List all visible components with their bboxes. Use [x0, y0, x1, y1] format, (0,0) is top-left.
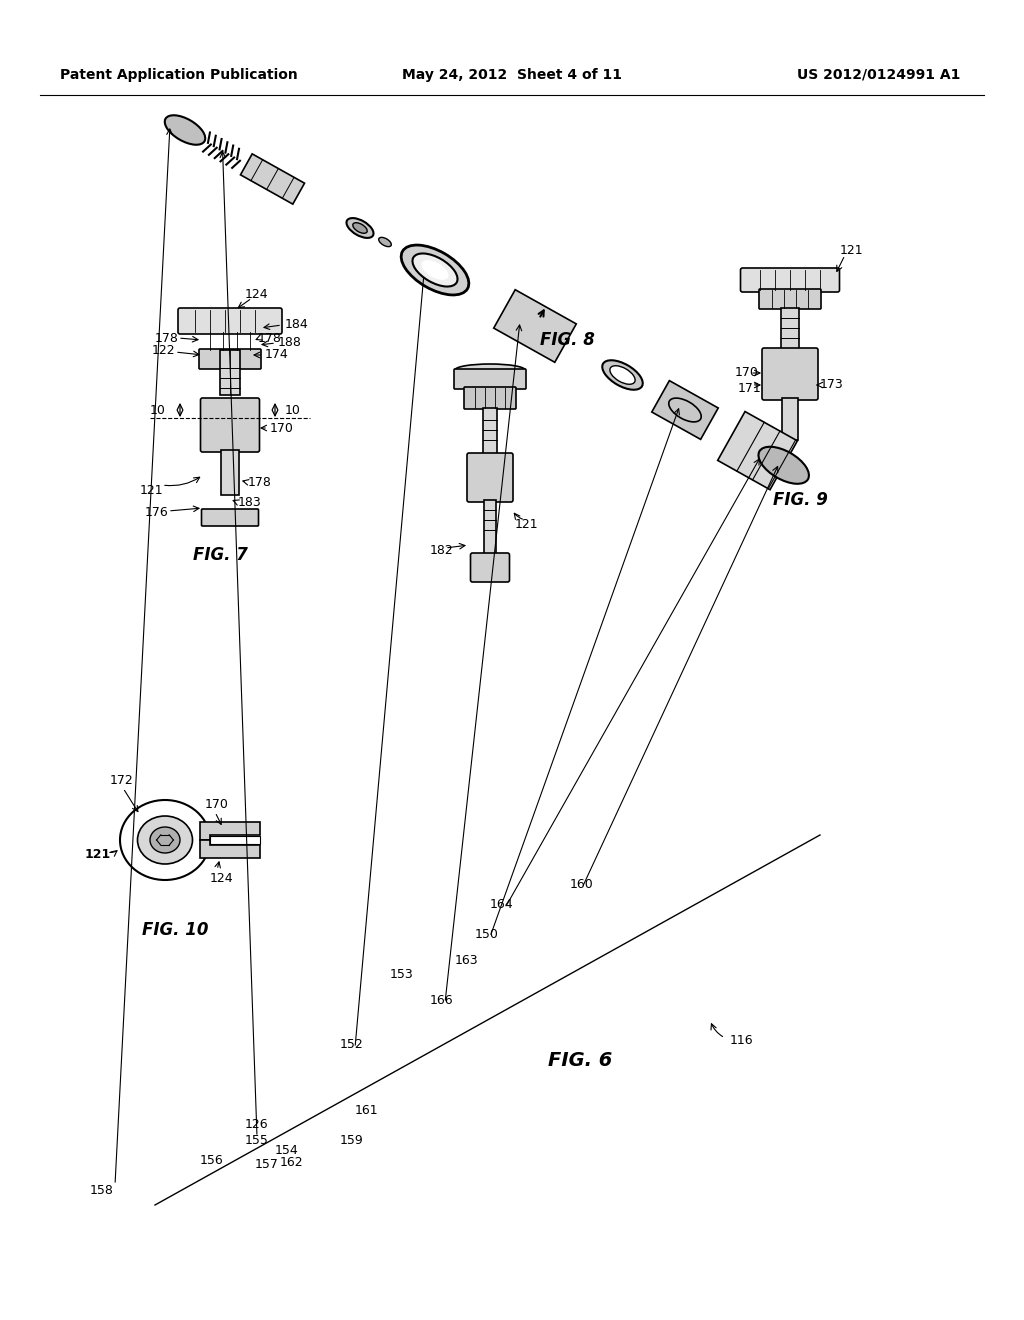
Ellipse shape — [759, 446, 809, 484]
Bar — [221, 450, 239, 495]
Text: 152: 152 — [340, 1039, 364, 1052]
Text: 176: 176 — [145, 507, 169, 520]
Polygon shape — [200, 822, 260, 840]
FancyBboxPatch shape — [202, 510, 258, 525]
Text: 170: 170 — [735, 367, 759, 380]
Text: 121: 121 — [840, 243, 863, 256]
Ellipse shape — [422, 260, 449, 280]
Text: 171: 171 — [738, 381, 762, 395]
FancyBboxPatch shape — [178, 308, 282, 334]
Text: 153: 153 — [390, 969, 414, 982]
FancyBboxPatch shape — [470, 553, 510, 582]
Text: 170: 170 — [270, 421, 294, 434]
Text: 156: 156 — [200, 1154, 224, 1167]
Bar — [781, 308, 799, 350]
Bar — [210, 836, 260, 843]
Text: 183: 183 — [238, 496, 262, 510]
Polygon shape — [494, 289, 577, 362]
Ellipse shape — [165, 115, 205, 145]
Ellipse shape — [137, 816, 193, 865]
Text: 124: 124 — [210, 871, 233, 884]
Ellipse shape — [413, 253, 458, 286]
FancyBboxPatch shape — [740, 268, 840, 292]
Text: 182: 182 — [430, 544, 454, 557]
Text: 126: 126 — [245, 1118, 268, 1131]
FancyBboxPatch shape — [454, 370, 526, 389]
Text: FIG. 8: FIG. 8 — [540, 331, 595, 348]
Text: 121: 121 — [515, 519, 539, 532]
Text: 173: 173 — [820, 379, 844, 392]
Text: 166: 166 — [430, 994, 454, 1006]
Text: 116: 116 — [730, 1034, 754, 1047]
Ellipse shape — [610, 366, 635, 384]
Bar — [484, 500, 496, 554]
Text: 163: 163 — [455, 953, 478, 966]
Text: 121: 121 — [140, 483, 164, 496]
Text: FIG. 9: FIG. 9 — [772, 491, 827, 510]
Text: 184: 184 — [285, 318, 309, 331]
Ellipse shape — [150, 828, 180, 853]
Bar — [483, 408, 497, 455]
Ellipse shape — [346, 218, 374, 238]
Text: 155: 155 — [245, 1134, 269, 1147]
Text: 10: 10 — [150, 404, 166, 417]
Text: US 2012/0124991 A1: US 2012/0124991 A1 — [797, 69, 961, 82]
FancyBboxPatch shape — [201, 399, 259, 451]
Text: May 24, 2012  Sheet 4 of 11: May 24, 2012 Sheet 4 of 11 — [402, 69, 622, 82]
Polygon shape — [651, 380, 718, 440]
Text: 158: 158 — [90, 1184, 114, 1196]
Ellipse shape — [401, 246, 469, 294]
Text: 172: 172 — [110, 774, 134, 787]
FancyBboxPatch shape — [762, 348, 818, 400]
Text: 160: 160 — [570, 879, 594, 891]
FancyBboxPatch shape — [199, 348, 261, 370]
Ellipse shape — [602, 360, 643, 389]
Text: 122: 122 — [152, 343, 176, 356]
Bar — [220, 350, 240, 395]
Ellipse shape — [353, 223, 368, 234]
Bar — [782, 399, 798, 440]
Text: 121: 121 — [85, 849, 112, 862]
Text: 124: 124 — [245, 289, 268, 301]
Text: 188: 188 — [278, 335, 302, 348]
Text: 154: 154 — [275, 1143, 299, 1156]
Text: FIG. 7: FIG. 7 — [193, 546, 248, 564]
Text: 161: 161 — [355, 1104, 379, 1117]
Ellipse shape — [379, 238, 391, 247]
Text: 164: 164 — [490, 899, 514, 912]
Polygon shape — [718, 412, 798, 490]
Text: 159: 159 — [340, 1134, 364, 1147]
Text: 150: 150 — [475, 928, 499, 941]
FancyBboxPatch shape — [467, 453, 513, 502]
Text: 178: 178 — [258, 331, 282, 345]
Text: 178: 178 — [155, 331, 179, 345]
Ellipse shape — [455, 364, 525, 376]
Text: 170: 170 — [205, 799, 229, 812]
Text: 174: 174 — [265, 348, 289, 362]
FancyBboxPatch shape — [464, 387, 516, 409]
Text: 157: 157 — [255, 1159, 279, 1172]
Text: 162: 162 — [280, 1156, 304, 1170]
Text: FIG. 10: FIG. 10 — [141, 921, 208, 939]
Text: 10: 10 — [285, 404, 301, 417]
FancyBboxPatch shape — [759, 289, 821, 309]
Text: Patent Application Publication: Patent Application Publication — [60, 69, 298, 82]
Text: 178: 178 — [248, 477, 272, 490]
Polygon shape — [200, 840, 260, 858]
Polygon shape — [241, 154, 304, 205]
Text: FIG. 6: FIG. 6 — [548, 1051, 612, 1069]
